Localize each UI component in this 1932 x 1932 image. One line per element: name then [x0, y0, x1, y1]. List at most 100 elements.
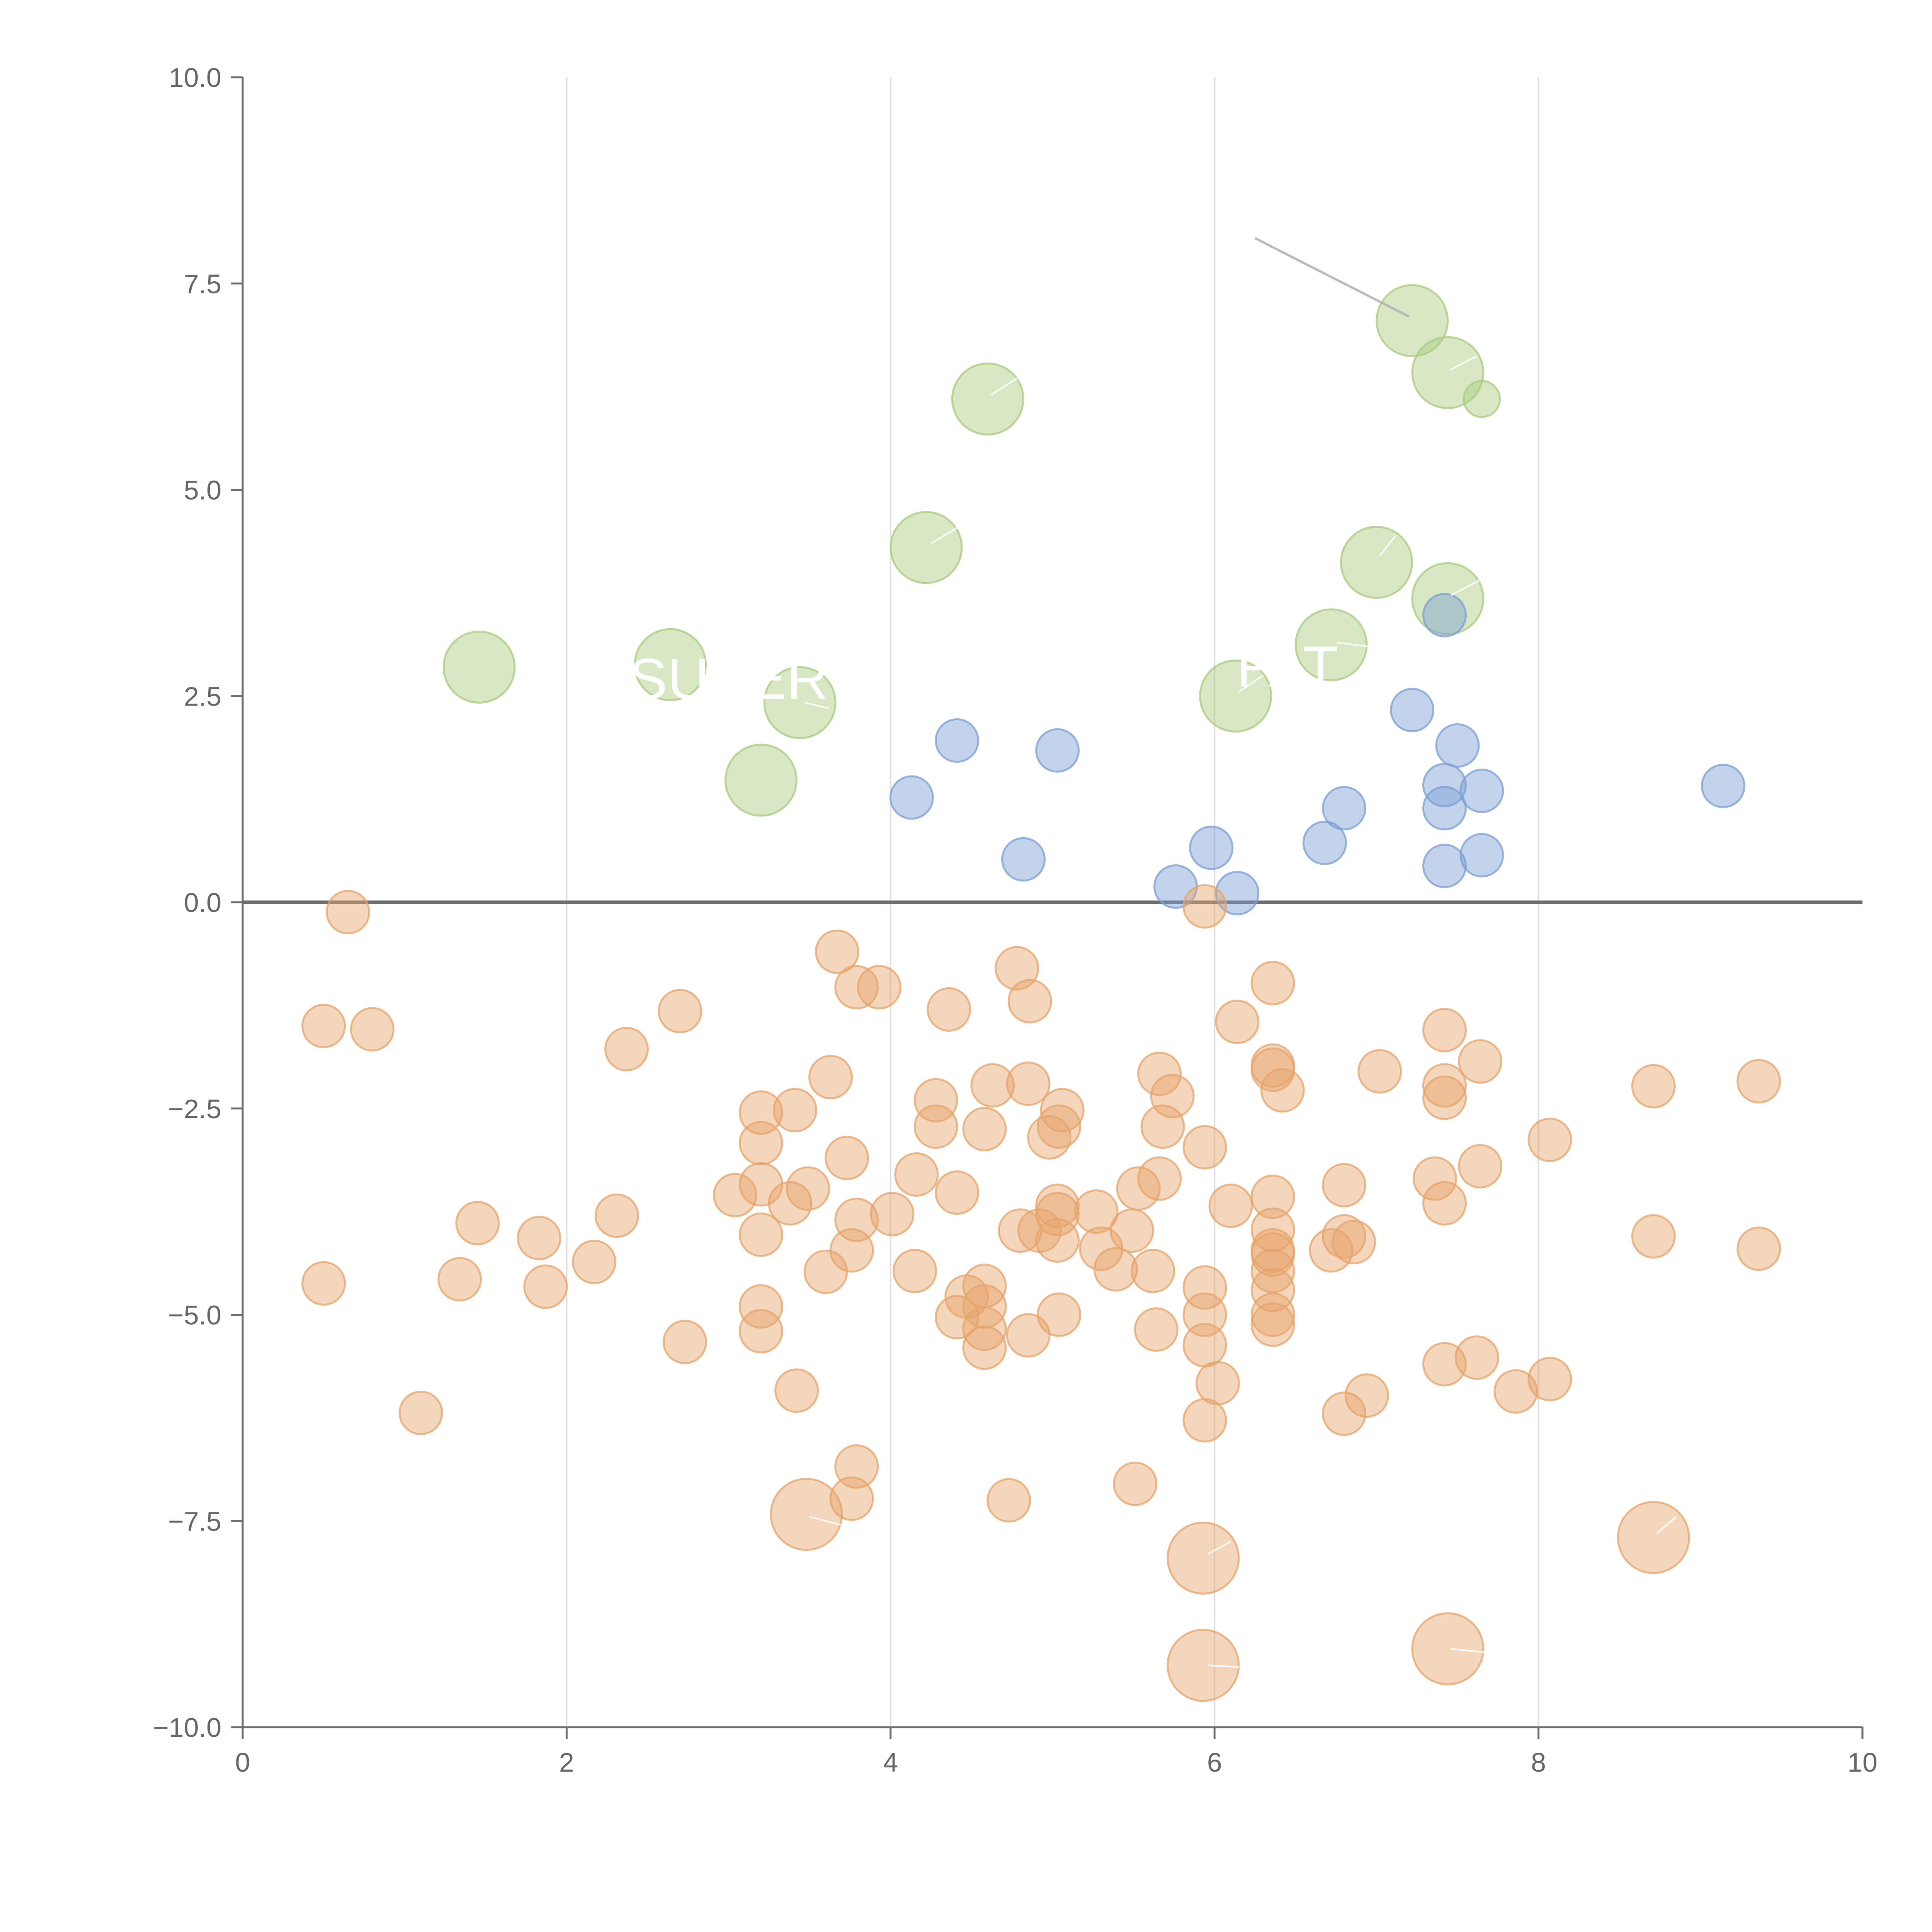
orange-point	[738, 1121, 783, 1165]
orange-large-point	[1617, 1501, 1690, 1574]
blue-point	[1189, 825, 1234, 870]
blue-point	[1322, 786, 1367, 831]
blue-point	[1422, 763, 1467, 808]
orange-point	[301, 1261, 346, 1306]
blue-point	[1422, 786, 1467, 831]
orange-point	[1493, 1369, 1538, 1414]
orange-large-point	[770, 1478, 843, 1551]
annotation-leader-line	[1208, 1541, 1231, 1555]
orange-point	[1322, 1391, 1367, 1436]
leader-lines	[804, 237, 1677, 1668]
orange-point	[962, 1284, 1007, 1329]
orange-large-point	[1167, 1521, 1240, 1595]
orange-point	[1131, 1248, 1175, 1293]
orange-point	[1109, 1208, 1154, 1253]
orange-point	[1182, 1398, 1227, 1443]
orange-point	[594, 1193, 639, 1238]
orange-point	[913, 1104, 958, 1149]
orange-point	[662, 1320, 707, 1364]
green-point	[1463, 380, 1501, 418]
orange-point	[1332, 1220, 1376, 1265]
orange-point	[604, 1027, 649, 1071]
green-point	[1340, 526, 1413, 599]
orange-point	[1422, 1063, 1467, 1108]
orange-point	[1454, 1335, 1499, 1380]
orange-point	[998, 1208, 1043, 1253]
orange-point	[1093, 1247, 1138, 1292]
orange-point	[1260, 1068, 1305, 1113]
orange-point	[1527, 1117, 1572, 1162]
orange-point	[1250, 1248, 1295, 1293]
green-point	[889, 511, 963, 584]
orange-point	[1182, 1265, 1227, 1310]
orange-point	[1037, 1293, 1082, 1337]
orange-point	[962, 1107, 1007, 1151]
orange-point	[1422, 1181, 1467, 1226]
green-point	[763, 666, 837, 739]
data-points	[301, 284, 1781, 1702]
orange-point	[829, 1228, 874, 1273]
orange-point	[523, 1264, 568, 1309]
y-tick-label: −2.5	[168, 1094, 221, 1124]
orange-point	[350, 1007, 395, 1052]
orange-point	[927, 987, 971, 1032]
orange-point	[1736, 1226, 1781, 1271]
orange-point	[1736, 1059, 1781, 1104]
orange-point	[1631, 1064, 1676, 1109]
annotation-leader-line	[809, 1516, 842, 1526]
green-point	[1294, 608, 1368, 682]
orange-point	[1250, 1267, 1295, 1312]
annotations: SUPER FAT	[629, 634, 1338, 711]
orange-point	[893, 1248, 937, 1293]
orange-point	[1344, 1373, 1389, 1418]
x-tick-label: 6	[1207, 1747, 1222, 1777]
orange-point	[713, 1173, 757, 1218]
green-point	[634, 628, 707, 701]
y-tick-label: 7.5	[184, 269, 221, 299]
orange-point	[301, 1003, 346, 1048]
green-point	[1376, 284, 1449, 357]
orange-point	[398, 1391, 443, 1435]
blue-point	[1459, 769, 1504, 813]
orange-point	[935, 1170, 980, 1215]
orange-point	[738, 1212, 783, 1257]
orange-point	[786, 1166, 830, 1211]
blue-point	[889, 775, 934, 820]
annotation-leader-line	[1254, 237, 1410, 318]
orange-point	[1250, 1293, 1295, 1337]
orange-point	[1074, 1189, 1119, 1234]
orange-point	[986, 1478, 1031, 1523]
annotation-leader-line	[1451, 575, 1487, 596]
orange-point	[1137, 1156, 1182, 1201]
orange-point	[1250, 1047, 1295, 1092]
orange-point	[1006, 1313, 1051, 1358]
annotation-leader-line	[1656, 1516, 1677, 1534]
orange-large-point	[1411, 1612, 1485, 1685]
orange-point	[1007, 979, 1052, 1024]
orange-point	[962, 1325, 1007, 1370]
blue-point	[1035, 728, 1080, 773]
orange-point	[1322, 1163, 1367, 1208]
orange-point	[1134, 1307, 1179, 1352]
green-point	[1199, 659, 1272, 733]
tick-labels: 0 2 4 6 8 10 10.0 7.5 5.0 2.5 0.0 −2.5 −5.0 −7.5 −10.0	[153, 63, 1878, 1777]
blue-point	[1302, 820, 1347, 865]
orange-point	[1458, 1039, 1503, 1084]
orange-point	[1140, 1104, 1185, 1149]
orange-point	[772, 1088, 817, 1133]
blue-point	[1001, 837, 1046, 882]
x-tick-label: 0	[235, 1747, 250, 1777]
blue-point	[1422, 593, 1467, 638]
orange-point	[1250, 1232, 1295, 1277]
orange-point	[1137, 1051, 1182, 1096]
annotation-leader-line	[1379, 534, 1397, 556]
orange-point	[935, 1295, 980, 1340]
y-tick-label: 0.0	[184, 888, 221, 918]
orange-point	[834, 1444, 879, 1489]
orange-point	[1250, 1302, 1295, 1347]
annotation-leader-line	[930, 526, 959, 544]
blue-point	[935, 718, 980, 763]
orange-point	[1035, 1218, 1080, 1263]
